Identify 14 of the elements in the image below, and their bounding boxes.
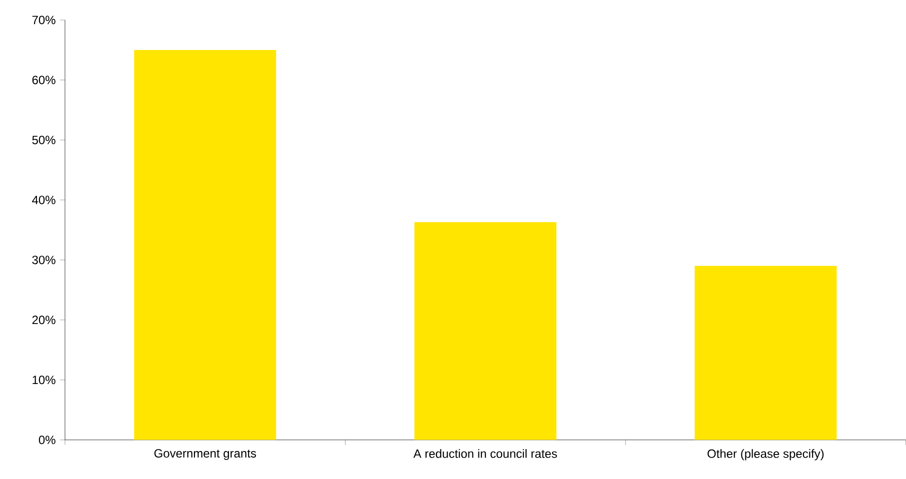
bar [134,50,276,440]
y-tick-label: 30% [32,256,56,264]
y-tick-label: 50% [32,136,56,144]
bar [414,222,556,440]
y-tick-label: 60% [32,76,56,84]
x-tick-label: Other (please specify) [708,449,824,460]
y-tick-label: 10% [32,376,56,384]
y-tick-label: 70% [32,16,56,24]
bar [694,266,837,440]
x-tick-label: A reduction in council rates [413,449,557,458]
y-tick-label: 20% [32,316,56,324]
y-tick-label: 40% [32,196,56,204]
x-tick-label: Government grants [154,449,256,460]
y-tick-label: 0% [38,436,56,444]
